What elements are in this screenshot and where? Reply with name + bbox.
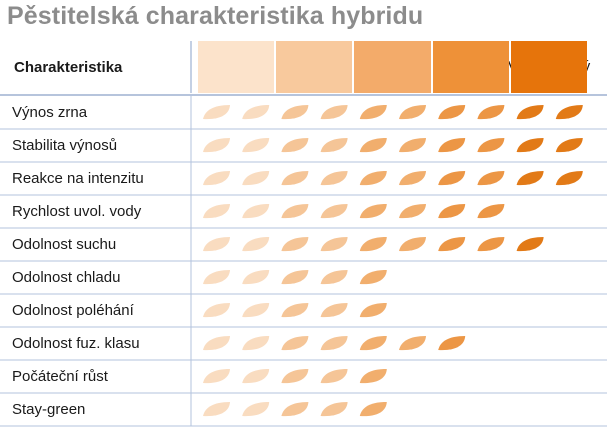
rating-leaf <box>359 171 387 186</box>
rating-leaf <box>477 204 505 219</box>
rating-leaf <box>320 402 348 417</box>
rating-leaf <box>242 402 270 417</box>
rating-leaf <box>359 402 387 417</box>
rating-leaf <box>281 204 309 219</box>
rating-leaf <box>242 105 270 120</box>
rating-leaf <box>281 336 309 351</box>
rating-leaf <box>477 171 505 186</box>
row-label: Odolnost suchu <box>12 236 117 253</box>
rating-leaf <box>555 105 583 120</box>
rating-leaf <box>281 270 309 285</box>
rating-leaf <box>242 303 270 318</box>
page-title: Pěstitelská charakteristika hybridu <box>7 2 424 30</box>
rating-leaf <box>242 369 270 384</box>
rating-leaf <box>359 270 387 285</box>
rating-leaf <box>399 336 426 351</box>
rating-leaf <box>438 336 466 351</box>
rating-leaf <box>320 171 348 186</box>
row-label: Výnos zrna <box>12 104 88 121</box>
rating-leaf <box>399 105 426 120</box>
rating-leaf <box>399 171 426 186</box>
rating-leaf <box>242 138 270 153</box>
rating-leaf <box>203 138 230 153</box>
rating-leaf <box>359 336 387 351</box>
rating-leaf <box>320 138 348 153</box>
rating-leaf <box>203 369 230 384</box>
rating-leaf <box>359 138 387 153</box>
rating-leaf <box>516 171 544 186</box>
row-label: Počáteční růst <box>12 368 108 385</box>
scale-header-cell-3 <box>433 41 509 93</box>
rating-leaf <box>320 270 348 285</box>
rating-leaf <box>359 237 387 252</box>
rating-leaf <box>281 303 309 318</box>
rating-leaf <box>242 270 270 285</box>
rating-leaf <box>203 270 230 285</box>
rating-leaf <box>516 237 544 252</box>
rating-leaf <box>516 138 544 153</box>
rating-leaf <box>203 336 230 351</box>
rating-leaf <box>242 171 270 186</box>
row-label: Rychlost uvol. vody <box>12 203 142 220</box>
rating-leaf <box>399 237 426 252</box>
rating-leaf <box>555 171 583 186</box>
rating-leaf <box>203 204 230 219</box>
rating-leaf <box>281 171 309 186</box>
rating-leaf <box>281 138 309 153</box>
scale-header-cell-4 <box>511 41 587 93</box>
rating-leaf <box>438 237 466 252</box>
rating-leaf <box>203 237 230 252</box>
rating-leaf <box>203 402 230 417</box>
rating-leaf <box>281 237 309 252</box>
rating-leaf <box>242 336 270 351</box>
rating-leaf <box>399 138 426 153</box>
rating-leaf <box>438 204 466 219</box>
row-label: Odolnost fuz. klasu <box>12 335 140 352</box>
rating-leaf <box>477 237 505 252</box>
rating-leaf <box>516 105 544 120</box>
rating-leaf <box>281 369 309 384</box>
characteristic-column-header: Charakteristika <box>14 58 123 76</box>
row-label: Reakce na intenzitu <box>12 170 144 187</box>
scale-header-cell-0 <box>198 41 274 93</box>
rating-leaf <box>242 237 270 252</box>
rating-leaf <box>399 204 426 219</box>
row-label: Odolnost chladu <box>12 269 121 286</box>
rating-leaf <box>281 105 309 120</box>
rating-leaf <box>320 105 348 120</box>
rating-leaf <box>359 204 387 219</box>
rating-leaf <box>477 105 505 120</box>
row-label: Odolnost poléhání <box>12 302 134 319</box>
rating-leaf <box>320 303 348 318</box>
scale-header-cell-2 <box>354 41 431 93</box>
scale-header-cell-1 <box>276 41 352 93</box>
rating-leaf <box>320 237 348 252</box>
rating-leaf <box>438 105 466 120</box>
row-label: Stay-green <box>12 401 86 418</box>
rating-leaf <box>320 369 348 384</box>
rating-leaf <box>555 138 583 153</box>
rating-leaf <box>203 171 230 186</box>
row-label: Stabilita výnosů <box>12 137 118 154</box>
rating-leaf <box>203 105 230 120</box>
rating-leaf <box>438 171 466 186</box>
rating-leaf <box>477 138 505 153</box>
rating-leaf <box>203 303 230 318</box>
rating-leaf <box>320 204 348 219</box>
rating-leaf <box>359 303 387 318</box>
rating-leaf <box>359 105 387 120</box>
rating-leaf <box>320 336 348 351</box>
rating-leaf <box>242 204 270 219</box>
rating-leaf <box>359 369 387 384</box>
rating-leaf <box>438 138 466 153</box>
rating-leaf <box>281 402 309 417</box>
